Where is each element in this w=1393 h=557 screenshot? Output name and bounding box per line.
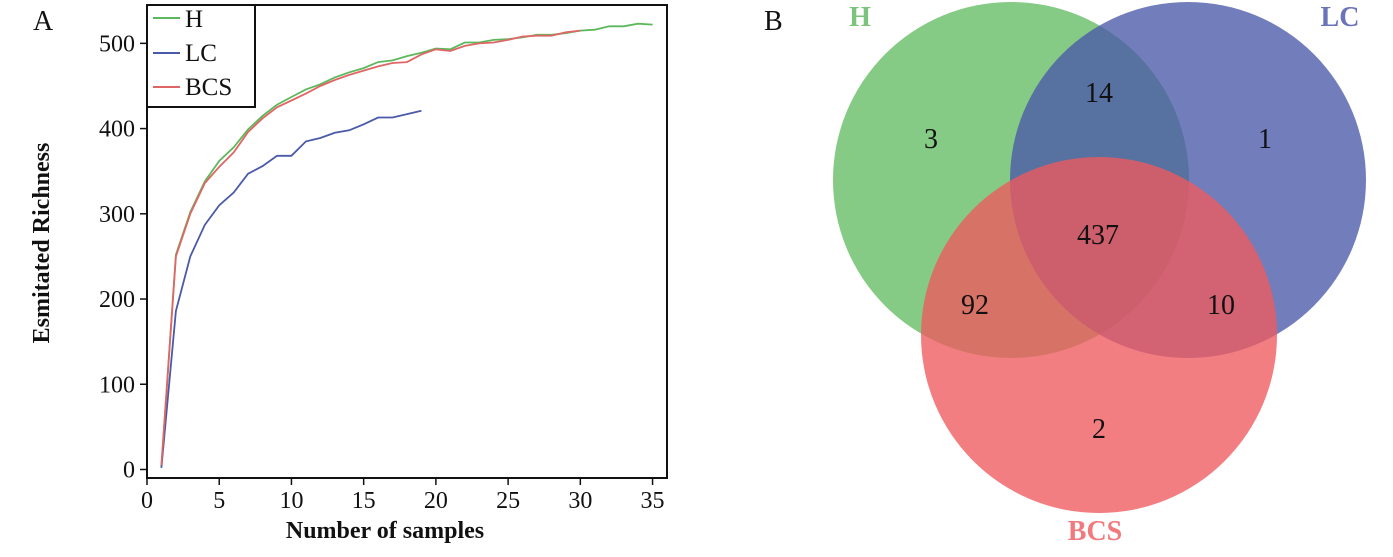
venn-count-lc-only: 1 [1258,124,1272,155]
y-tick-label: 400 [99,117,135,143]
x-tick-label: 35 [641,488,665,514]
venn-count-h-lc: 14 [1085,78,1113,109]
venn-set-label-h: H [849,2,871,33]
plot-frame [146,4,668,479]
venn-circle-bcs [921,157,1277,513]
y-axis-label: Esmitated Richness [29,143,55,344]
x-tick-label: 25 [496,488,520,514]
venn-count-bcs-only: 2 [1092,414,1106,445]
venn-set-label-lc: LC [1321,2,1360,33]
y-axis-ticks: 0 100 200 300 400 500 [99,31,147,483]
legend: H LC BCS [146,4,256,108]
venn-count-lc-bcs: 10 [1207,290,1235,321]
x-tick-label: 5 [213,488,225,514]
x-tick-label: 30 [568,488,592,514]
series-line-lc [160,109,422,468]
y-tick-label: 200 [99,287,135,313]
y-tick-label: 0 [123,457,135,483]
legend-label-bcs: BCS [185,74,232,101]
x-tick-label: 0 [141,488,153,514]
x-axis-ticks: 0 5 10 15 20 25 30 35 [141,478,665,514]
panel-a-line-chart: A 0 100 200 300 400 500 0 5 10 15 20 25 30 35 Number… [29,4,668,544]
venn-count-h-only: 3 [924,124,938,155]
venn-set-label-bcs: BCS [1068,516,1122,547]
venn-count-h-bcs: 92 [961,290,989,321]
x-tick-label: 20 [424,488,448,514]
x-tick-label: 15 [352,488,376,514]
panel-a-label: A [33,6,54,37]
legend-label-h: H [185,6,203,33]
x-tick-label: 10 [279,488,303,514]
legend-label-lc: LC [185,40,217,67]
panel-b-venn-diagram: B H LC BCS 3 1 2 14 92 10 437 [764,2,1366,547]
panel-b-label: B [764,6,783,37]
y-tick-label: 300 [99,202,135,228]
x-axis-label: Number of samples [286,518,484,544]
series-layer [160,22,653,468]
legend-box [146,4,256,108]
venn-count-all: 437 [1077,220,1119,251]
series-line-bcs [160,29,581,466]
y-tick-label: 100 [99,372,135,398]
y-tick-label: 500 [99,31,135,57]
